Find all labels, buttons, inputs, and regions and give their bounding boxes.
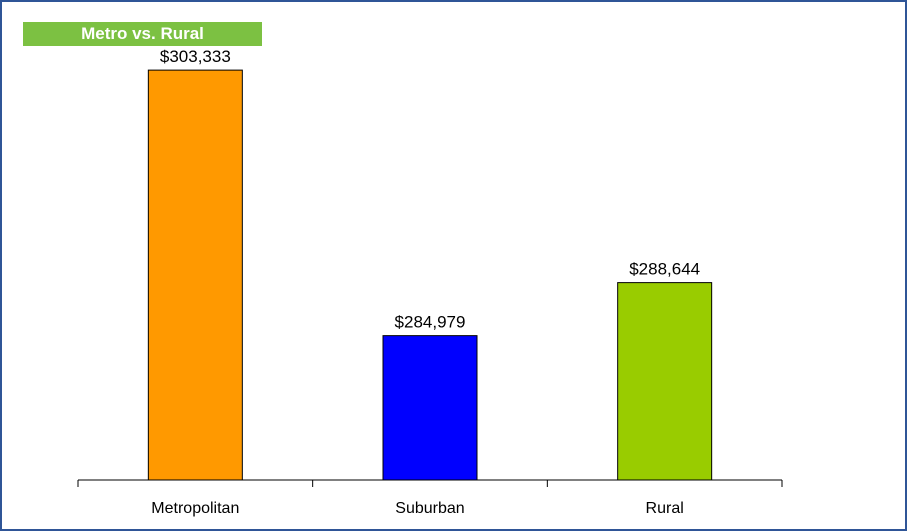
bar-suburban	[382, 335, 478, 481]
chart-title: Metro vs. Rural	[23, 22, 262, 46]
x-tick-label-suburban: Suburban	[395, 500, 464, 517]
data-label-metropolitan: $303,333	[160, 47, 231, 66]
data-label-rural: $288,644	[629, 260, 700, 279]
bar-metropolitan	[147, 69, 243, 481]
bar-rural	[617, 282, 713, 481]
x-tick-label-metropolitan: Metropolitan	[151, 500, 239, 517]
x-tick-label-rural: Rural	[646, 500, 684, 517]
data-label-suburban: $284,979	[395, 313, 466, 332]
